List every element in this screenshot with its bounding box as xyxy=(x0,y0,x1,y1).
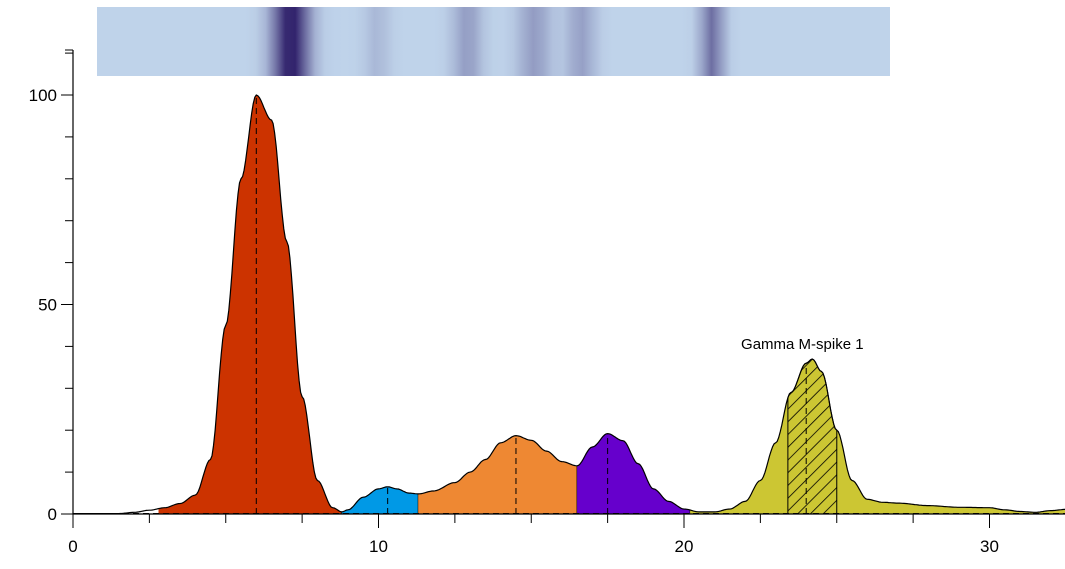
x-tick-label: 30 xyxy=(980,537,999,556)
fraction-area-3 xyxy=(418,435,578,514)
mspike-annotation: Gamma M-spike 1 xyxy=(741,336,864,353)
density-curve xyxy=(73,94,1065,515)
gel-strip-image xyxy=(97,7,890,76)
y-tick-label: 100 xyxy=(29,86,57,105)
x-tick-label: 0 xyxy=(68,537,77,556)
mspike-hatch xyxy=(787,358,838,515)
fraction-area-4 xyxy=(577,433,691,514)
fraction-area-2 xyxy=(341,486,419,514)
fraction-area-1 xyxy=(158,95,342,514)
y-tick-label: 50 xyxy=(38,296,57,315)
x-tick-label: 20 xyxy=(675,537,694,556)
fraction-area-5 xyxy=(690,359,1065,514)
x-tick-label: 10 xyxy=(369,537,388,556)
y-tick-label: 0 xyxy=(48,505,57,524)
